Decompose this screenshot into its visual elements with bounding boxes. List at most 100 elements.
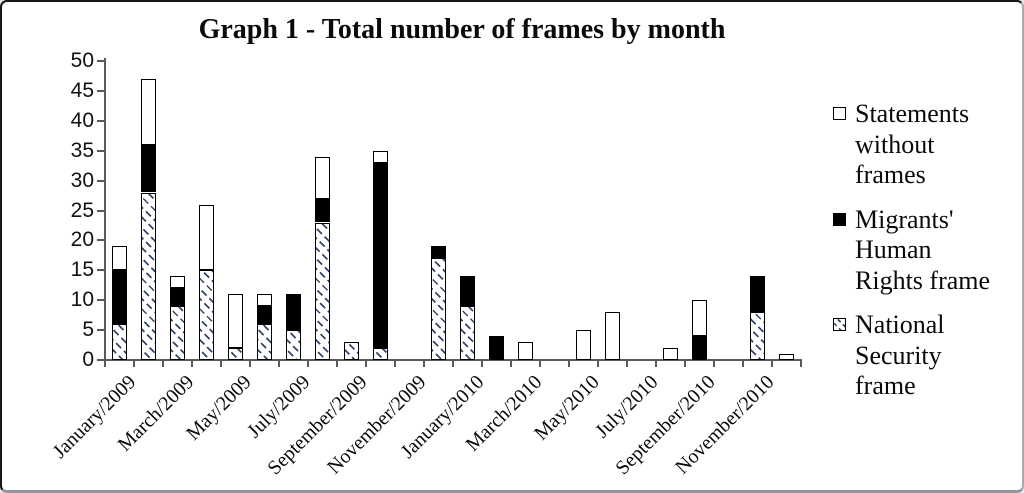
x-axis-tick xyxy=(539,361,541,367)
x-axis-label: September/2010 xyxy=(611,371,721,480)
x-axis-tick xyxy=(104,361,106,367)
bar-segment-white xyxy=(518,342,533,360)
x-axis-tick xyxy=(452,361,454,367)
x-axis-tick xyxy=(655,361,657,367)
bar-segment-white xyxy=(663,348,678,360)
y-axis-tick-label: 20 xyxy=(70,228,94,252)
y-axis-tick-label: 35 xyxy=(70,138,94,162)
x-axis-tick xyxy=(162,361,164,367)
bar-segment-white xyxy=(692,300,707,337)
bar-segment-black xyxy=(170,288,185,307)
y-axis-tick xyxy=(97,299,105,302)
y-axis-tick xyxy=(97,209,105,212)
bar-segment-hatch xyxy=(170,306,185,360)
bar-segment-black xyxy=(750,276,765,313)
bar-segment-hatch xyxy=(373,348,388,360)
bar-segment-hatch xyxy=(199,270,214,360)
legend-item-statements-without-frames: Statements without frames xyxy=(833,99,990,191)
y-axis-tick xyxy=(97,269,105,272)
y-axis-tick-label: 25 xyxy=(70,198,94,222)
bar-segment-white xyxy=(605,312,620,360)
legend-line: Migrants' xyxy=(855,204,954,234)
y-axis-tick xyxy=(97,179,105,182)
y-axis-tick-label: 40 xyxy=(70,108,94,132)
legend-line: Security xyxy=(855,340,942,370)
bar-segment-hatch xyxy=(228,348,243,360)
bar-segment-black xyxy=(373,162,388,349)
legend: Statements without frames Migrants' Huma… xyxy=(833,99,990,402)
x-axis-tick xyxy=(481,361,483,367)
legend-line: National xyxy=(855,310,945,339)
legend-line: Rights frame xyxy=(855,265,991,295)
bar-segment-hatch xyxy=(112,324,127,360)
x-axis-tick xyxy=(742,361,744,367)
legend-label: Statements without frames xyxy=(855,99,969,191)
legend-label: National Security frame xyxy=(855,310,945,402)
x-axis-line xyxy=(104,359,802,361)
legend-label: Migrants' Human Rights frame xyxy=(855,205,990,297)
x-axis-tick xyxy=(191,361,193,367)
y-axis-tick-label: 15 xyxy=(70,258,94,282)
bar-segment-black xyxy=(315,198,330,223)
y-axis-tick xyxy=(97,359,105,361)
x-axis-tick xyxy=(133,361,135,367)
bar-segment-hatch xyxy=(257,324,272,360)
x-axis-tick xyxy=(597,361,599,367)
y-axis-tick xyxy=(97,60,105,62)
legend-item-national-security-frame: National Security frame xyxy=(833,310,990,402)
bar-segment-black xyxy=(257,306,272,325)
bar-segment-white xyxy=(373,150,388,163)
x-axis-tick xyxy=(800,361,802,367)
white-square-swatch-icon xyxy=(833,107,846,120)
legend-line: Human xyxy=(855,235,932,264)
legend-item-migrants-human-rights-frame: Migrants' Human Rights frame xyxy=(833,205,990,297)
bar-segment-white xyxy=(257,294,272,307)
bar-segment-black xyxy=(489,336,504,360)
bar-segment-white xyxy=(141,78,156,145)
legend-line: frames xyxy=(855,160,926,189)
y-axis-tick xyxy=(97,329,105,332)
hatched-square-swatch-icon xyxy=(833,318,846,331)
bar-segment-white xyxy=(112,246,127,271)
x-axis-tick xyxy=(568,361,570,367)
bar-segment-black xyxy=(141,144,156,193)
x-axis-tick xyxy=(510,361,512,367)
bar-segment-white xyxy=(199,204,214,271)
x-axis-tick xyxy=(684,361,686,367)
y-axis-tick-label: 45 xyxy=(70,78,94,102)
x-axis-tick xyxy=(220,361,222,367)
bar-segment-hatch xyxy=(344,342,359,360)
x-axis-tick xyxy=(626,361,628,367)
y-axis-tick xyxy=(97,119,105,122)
bar-segment-white xyxy=(576,330,591,360)
y-axis-tick-label: 30 xyxy=(70,168,94,192)
x-axis-tick xyxy=(365,361,367,367)
bar-segment-hatch xyxy=(431,258,446,360)
x-axis-tick xyxy=(394,361,396,367)
y-axis-tick-label: 10 xyxy=(70,288,94,312)
bar-segment-white xyxy=(779,354,794,360)
x-axis-tick xyxy=(307,361,309,367)
bar-segment-white xyxy=(228,294,243,348)
bar-segment-black xyxy=(286,294,301,331)
legend-line: without xyxy=(855,129,935,159)
bar-segment-hatch xyxy=(141,192,156,360)
y-axis-tick xyxy=(97,149,105,152)
bar-segment-white xyxy=(170,276,185,289)
y-axis-line xyxy=(104,58,106,362)
y-axis-tick-label: 5 xyxy=(82,318,94,342)
legend-line: Statements xyxy=(855,99,970,128)
bar-segment-black xyxy=(112,270,127,325)
y-axis-tick-label: 0 xyxy=(82,348,94,371)
x-axis-label: September/2009 xyxy=(263,371,373,480)
x-axis-tick xyxy=(713,361,715,367)
bar-segment-hatch xyxy=(460,306,475,360)
x-axis-tick xyxy=(336,361,338,367)
y-axis-tick xyxy=(97,89,105,92)
bar-segment-black xyxy=(460,276,475,307)
bar-segment-black xyxy=(431,246,446,259)
bar-segment-hatch xyxy=(315,222,330,360)
x-axis-tick xyxy=(771,361,773,367)
